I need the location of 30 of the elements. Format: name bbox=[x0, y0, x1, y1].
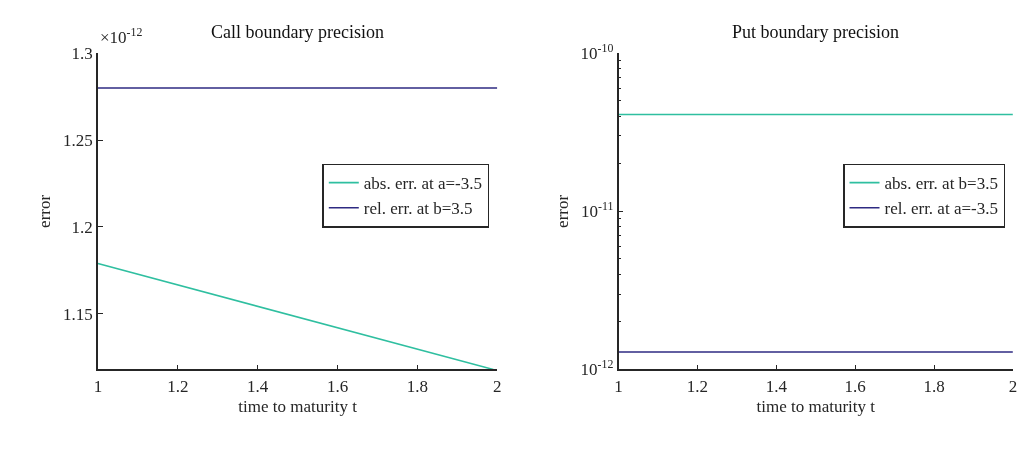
legend-label: abs. err. at b=3.5 bbox=[884, 174, 998, 194]
x-tick-label: 1.6 bbox=[844, 376, 866, 396]
legend-label: rel. err. at a=-3.5 bbox=[884, 199, 998, 219]
y-tick-label: 10$^{-10}$ bbox=[580, 41, 614, 64]
x-tick-label: 1.4 bbox=[765, 376, 788, 396]
x-tick-label: 1.8 bbox=[923, 376, 945, 396]
y-axis-title: error bbox=[552, 194, 572, 228]
x-axis-title: time to maturity t bbox=[756, 397, 876, 417]
y-tick-label: 1.15 bbox=[63, 304, 93, 324]
y-tick-label: 10$^{-12}$ bbox=[580, 357, 614, 380]
x-tick-label: 1.8 bbox=[406, 376, 429, 396]
x-tick-label: 1.4 bbox=[247, 376, 269, 396]
x-tick-label: 1.6 bbox=[326, 376, 349, 396]
y-tick-label: 1.25 bbox=[63, 131, 93, 151]
x-tick-label: 1 bbox=[614, 376, 623, 396]
y-axis-title: error bbox=[35, 194, 55, 228]
x-tick-label: 1.2 bbox=[167, 376, 189, 396]
x-tick-label: 1.2 bbox=[686, 376, 709, 396]
x-tick-label: 2 bbox=[493, 376, 502, 396]
text: ×10$^{-12}$ bbox=[100, 25, 143, 48]
chart-title: Put boundary precision bbox=[732, 22, 899, 42]
x-axis-title: time to maturity t bbox=[238, 397, 358, 417]
legend-label: rel. err. at b=3.5 bbox=[363, 199, 473, 219]
y-tick-label: 10$^{-11}$ bbox=[581, 199, 614, 222]
chart-title: Call boundary precision bbox=[211, 22, 384, 42]
x-tick-label: 1 bbox=[93, 376, 103, 396]
y-tick-label: 1.3 bbox=[71, 44, 93, 64]
x-tick-label: 2 bbox=[1008, 376, 1018, 396]
legend-label: abs. err. at a=-3.5 bbox=[363, 174, 482, 194]
y-tick-label: 1.2 bbox=[71, 217, 93, 237]
